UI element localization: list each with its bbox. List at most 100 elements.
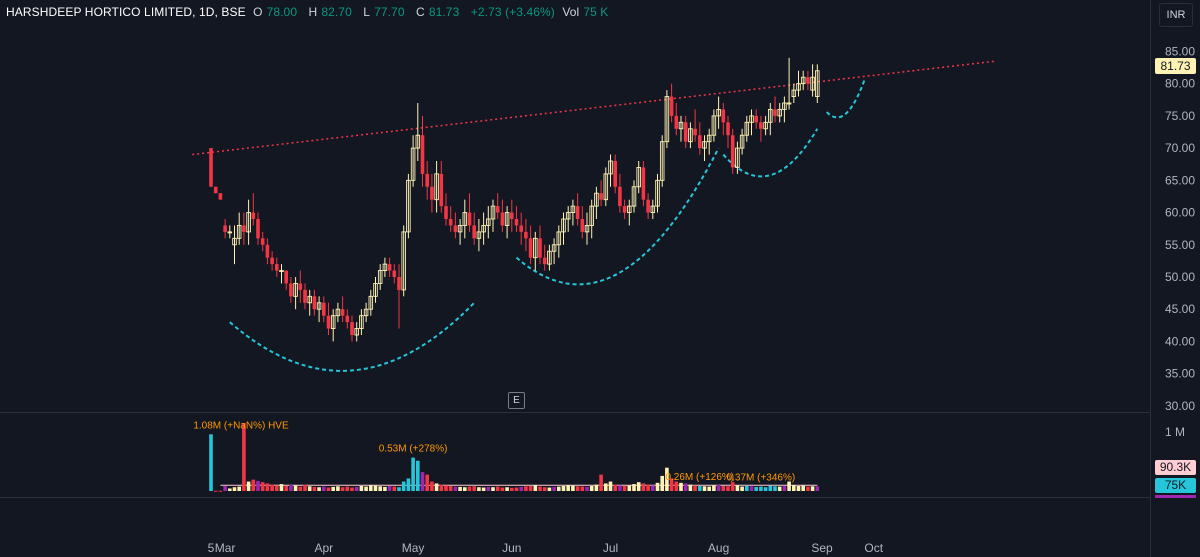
volume-bar (768, 485, 773, 491)
volume-bar (279, 484, 284, 491)
candle-body (711, 115, 717, 136)
candle-body (448, 219, 453, 226)
volume-bar (246, 481, 251, 491)
volume-bar (350, 487, 354, 491)
candle-body (275, 264, 279, 271)
volume-bar (228, 488, 232, 491)
candle-body (688, 128, 693, 143)
candle-body (236, 224, 242, 239)
candle-body (490, 205, 496, 220)
volume-bar (589, 485, 594, 491)
candle-body (260, 238, 265, 245)
volume-bar (538, 486, 542, 491)
volume-bar (430, 481, 434, 491)
low-label: L (363, 5, 371, 19)
candle-body (462, 212, 468, 226)
candle-body (735, 147, 740, 168)
candle-body (791, 89, 797, 98)
volume-bar (359, 485, 364, 491)
volume-bar (712, 485, 716, 491)
candle-body (618, 186, 622, 207)
candle-body (524, 231, 528, 239)
volume-bar (373, 485, 378, 491)
volume-bar (604, 483, 608, 491)
volume-bar (481, 487, 486, 491)
volume-bar (303, 484, 307, 491)
volume-bar (801, 485, 805, 491)
candle-body (223, 225, 227, 232)
candle-body (706, 134, 712, 143)
candle-body (726, 122, 730, 136)
candle-body (674, 115, 679, 129)
volume-bar (232, 487, 237, 491)
candle-body (312, 296, 317, 310)
volume-bar (307, 486, 312, 491)
candle-body (683, 122, 688, 142)
low-value: 77.70 (374, 5, 405, 19)
candle-body (256, 219, 260, 239)
candle-body (392, 270, 397, 277)
candle-body (326, 315, 331, 329)
earnings-event-marker[interactable]: E (508, 392, 525, 409)
candle-body (613, 161, 617, 187)
volume-bar (322, 486, 326, 491)
volume-bar (416, 460, 420, 491)
y-tick-label: 55.00 (1165, 238, 1195, 252)
candle-body (420, 135, 425, 174)
axis-purple-marker (1155, 495, 1196, 498)
last-price-tag: 81.73 (1155, 58, 1196, 74)
volume-bar (806, 486, 810, 491)
volume-bar (251, 479, 256, 491)
candle-body (565, 212, 571, 220)
candle-body (209, 148, 213, 187)
close-label: C (416, 5, 425, 19)
y-tick-label: 65.00 (1165, 173, 1195, 187)
candle-body (744, 121, 750, 136)
candle-body (561, 218, 566, 233)
volume-bar (552, 486, 556, 491)
volume-bar (745, 485, 749, 491)
volume-bar (298, 486, 303, 491)
volume-bar (636, 482, 641, 491)
currency-button[interactable]: INR (1159, 3, 1193, 27)
volume-bar (256, 480, 260, 491)
volume-bar (698, 485, 702, 491)
candle-body (636, 166, 641, 188)
volume-bar (608, 481, 613, 491)
volume-bar (669, 478, 674, 491)
volume-bar (754, 486, 758, 491)
volume-bar (533, 485, 538, 491)
volume-bar (528, 485, 533, 491)
volume-annotation: 0.37M (+346%) (727, 473, 796, 484)
volume-annotation: 0.53M (+278%) (379, 444, 448, 455)
volume-tag: 75K (1155, 478, 1196, 493)
volume-bar (571, 485, 575, 491)
symbol-title[interactable]: HARSHDEEP HORTICO LIMITED, 1D, BSE (6, 5, 246, 19)
candle-body (589, 205, 594, 226)
volume-bar (453, 486, 458, 491)
candle-body (298, 283, 303, 290)
candle-body (782, 102, 787, 110)
candle-body (641, 167, 646, 200)
y-tick-label: 80.00 (1165, 77, 1195, 91)
volume-bar (627, 485, 632, 491)
volume-bar (547, 487, 552, 491)
candle-body (495, 206, 500, 213)
candle-body (664, 96, 670, 143)
volume-bar (467, 486, 472, 491)
volume-bar (514, 487, 519, 491)
candle-body (773, 109, 777, 116)
volume-bar (510, 487, 514, 491)
volume-bar (740, 486, 744, 491)
candle-body (542, 257, 547, 265)
volume-ma-tag: 90.3K (1155, 460, 1196, 475)
candle-body (693, 128, 697, 136)
volume-bar (726, 486, 730, 491)
candle-body (397, 277, 401, 290)
volume-bar (495, 486, 500, 491)
candle-body (528, 238, 533, 258)
candle-body (350, 322, 354, 335)
candle-body (786, 102, 792, 105)
candle-body (406, 179, 411, 233)
